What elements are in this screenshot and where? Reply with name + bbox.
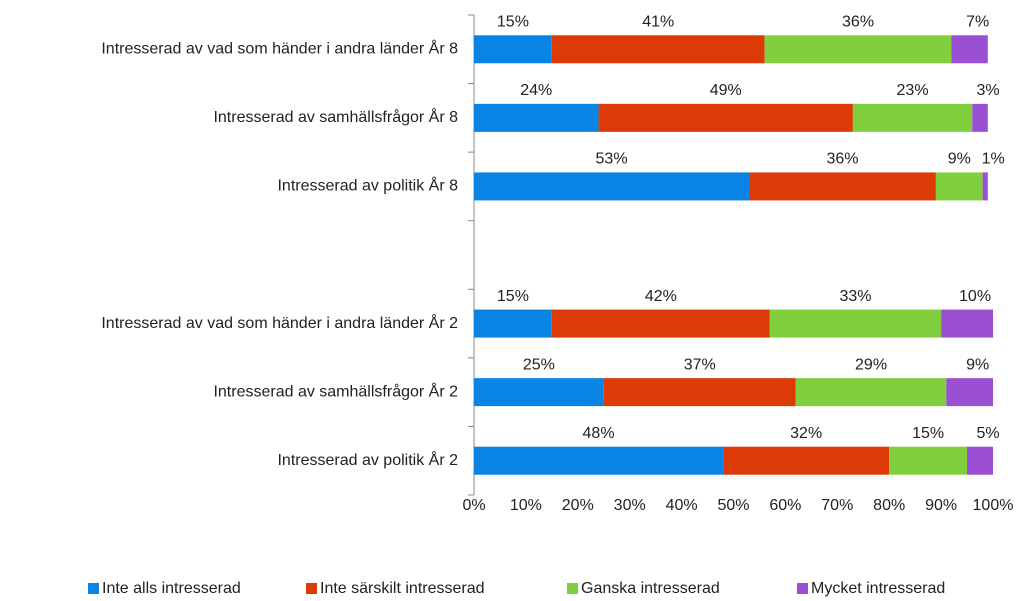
bar-segment bbox=[598, 103, 853, 132]
value-label: 7% bbox=[966, 14, 989, 31]
value-label: 15% bbox=[497, 14, 529, 31]
y-tick-label: Intresserad av politik År 2 bbox=[277, 450, 458, 469]
bar-segment bbox=[474, 446, 724, 475]
value-label: 5% bbox=[976, 425, 999, 442]
bar-segment bbox=[474, 172, 750, 201]
x-tick-label: 50% bbox=[717, 497, 749, 514]
value-label: 53% bbox=[596, 151, 628, 168]
x-tick-label: 100% bbox=[973, 497, 1014, 514]
bar-segment bbox=[967, 446, 993, 475]
legend-swatch bbox=[88, 583, 99, 594]
legend-swatch bbox=[306, 583, 317, 594]
x-tick-label: 20% bbox=[562, 497, 594, 514]
value-label: 32% bbox=[790, 425, 822, 442]
value-label: 36% bbox=[842, 14, 874, 31]
value-label: 37% bbox=[684, 356, 716, 373]
bar-segment bbox=[852, 103, 973, 132]
value-label: 23% bbox=[897, 82, 929, 99]
y-tick-label: Intresserad av samhällsfrågor År 2 bbox=[213, 381, 458, 400]
value-label: 15% bbox=[497, 288, 529, 305]
bar-segment bbox=[474, 103, 599, 132]
value-label: 49% bbox=[710, 82, 742, 99]
value-label: 15% bbox=[912, 425, 944, 442]
x-tick-label: 30% bbox=[614, 497, 646, 514]
y-tick-label: Intresserad av vad som händer i andra lä… bbox=[101, 39, 458, 58]
bar-segment bbox=[972, 103, 988, 132]
bar-segment bbox=[941, 309, 993, 338]
legend-swatch bbox=[567, 583, 578, 594]
x-tick-label: 10% bbox=[510, 497, 542, 514]
y-tick-label: Intresserad av politik År 8 bbox=[277, 176, 458, 195]
value-label: 25% bbox=[523, 356, 555, 373]
bar-segment bbox=[551, 309, 770, 338]
bar-segment bbox=[769, 309, 942, 338]
value-label: 48% bbox=[583, 425, 615, 442]
x-tick-label: 70% bbox=[821, 497, 853, 514]
value-label: 29% bbox=[855, 356, 887, 373]
bar-segment bbox=[946, 378, 993, 407]
bar-segment bbox=[982, 172, 988, 201]
bar-segment bbox=[935, 172, 983, 201]
value-label: 9% bbox=[966, 356, 989, 373]
x-tick-label: 0% bbox=[462, 497, 485, 514]
bar-segment bbox=[764, 35, 952, 64]
legend-label: Inte alls intresserad bbox=[102, 580, 241, 597]
value-label: 10% bbox=[959, 288, 991, 305]
legend-label: Ganska intresserad bbox=[581, 580, 720, 597]
bar-segment bbox=[474, 35, 552, 64]
bar-segment bbox=[749, 172, 936, 201]
value-label: 1% bbox=[982, 151, 1005, 168]
value-label: 42% bbox=[645, 288, 677, 305]
bar-segment bbox=[551, 35, 765, 64]
bar-segment bbox=[723, 446, 890, 475]
x-tick-label: 40% bbox=[666, 497, 698, 514]
x-tick-label: 60% bbox=[769, 497, 801, 514]
legend-label: Mycket intresserad bbox=[811, 580, 945, 597]
value-label: 36% bbox=[826, 151, 858, 168]
value-label: 41% bbox=[642, 14, 674, 31]
bar-segment bbox=[951, 35, 988, 64]
x-tick-label: 90% bbox=[925, 497, 957, 514]
x-tick-label: 80% bbox=[873, 497, 905, 514]
legend-swatch bbox=[797, 583, 808, 594]
y-tick-label: Intresserad av vad som händer i andra lä… bbox=[101, 313, 458, 332]
bar-segment bbox=[474, 309, 552, 338]
value-label: 9% bbox=[948, 151, 971, 168]
legend-label: Inte särskilt intresserad bbox=[320, 580, 485, 597]
bar-segment bbox=[795, 378, 947, 407]
value-label: 33% bbox=[839, 288, 871, 305]
bar-segment bbox=[889, 446, 968, 475]
value-label: 3% bbox=[976, 82, 999, 99]
value-label: 24% bbox=[520, 82, 552, 99]
bar-segment bbox=[603, 378, 796, 407]
y-tick-label: Intresserad av samhällsfrågor År 8 bbox=[213, 107, 458, 126]
bar-segment bbox=[474, 378, 604, 407]
